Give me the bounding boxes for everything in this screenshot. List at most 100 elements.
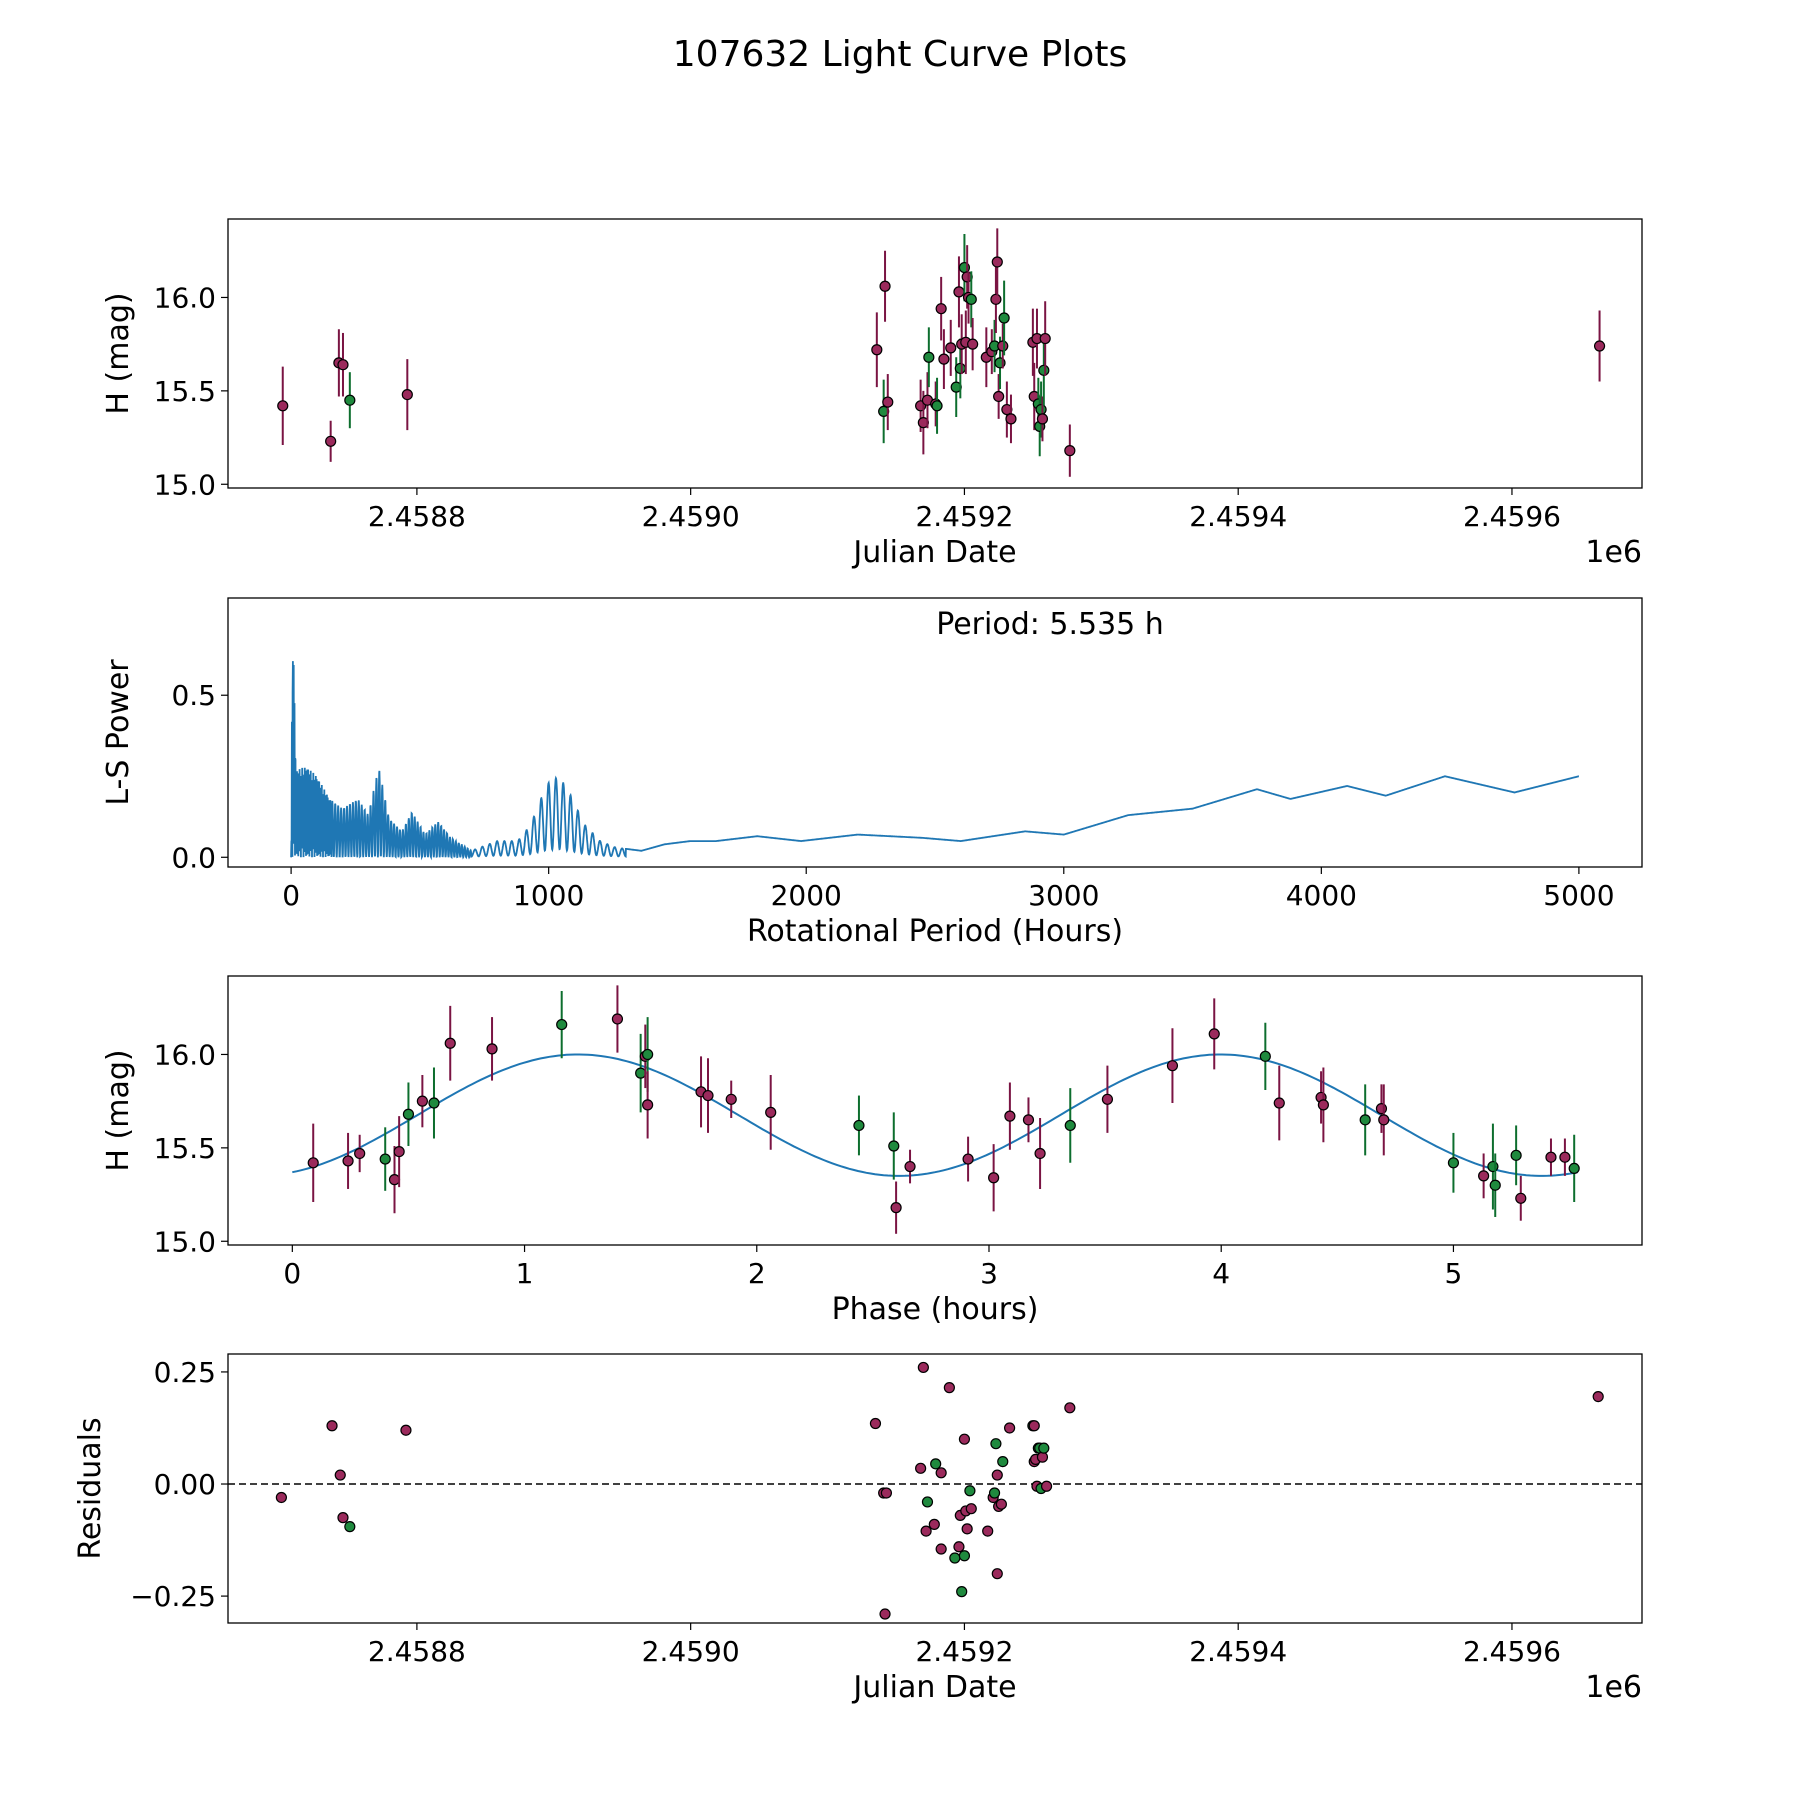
data-point [965, 293, 977, 305]
data-point [307, 1157, 319, 1169]
x-tick-label: 1000 [513, 879, 584, 912]
x-offset-text: 1e6 [1585, 535, 1642, 570]
data-point [556, 1018, 568, 1031]
data-point [1478, 1170, 1490, 1182]
data-point [275, 1491, 287, 1504]
data-point [982, 1525, 994, 1537]
data-point [915, 1462, 927, 1474]
data-point [642, 1099, 654, 1111]
x-offset-text: 1e6 [1585, 1670, 1642, 1705]
residuals-frame [227, 1353, 1643, 1624]
data-point [923, 351, 935, 363]
data-point [1489, 1179, 1501, 1191]
data-point [1487, 1160, 1499, 1173]
data-point [388, 1174, 401, 1186]
x-tick-label: 4000 [1286, 879, 1357, 912]
data-point [958, 1550, 971, 1562]
phase-folded-frame [227, 975, 1643, 1246]
data-point [991, 256, 1003, 268]
y-tick-label: 0.00 [154, 1468, 216, 1501]
periodogram-data [290, 661, 1580, 861]
data-point [1510, 1149, 1522, 1161]
x-tick-label: 2.4592 [915, 500, 1013, 533]
data-point [1101, 1093, 1114, 1105]
data-point [1259, 1050, 1271, 1062]
data-point [1568, 1162, 1580, 1175]
y-tick-label: 15.0 [154, 468, 216, 501]
x-axis-label: Phase (hours) [832, 1292, 1039, 1327]
data-point [888, 1140, 900, 1152]
data-point [1273, 1097, 1285, 1109]
data-point [1447, 1157, 1460, 1169]
data-point [1005, 413, 1017, 425]
data-point [930, 1458, 942, 1470]
data-point [967, 338, 979, 350]
y-axis-label: H (mag) [101, 292, 136, 414]
y-tick-label: 15.5 [154, 375, 216, 408]
data-point [998, 312, 1010, 324]
data-point [379, 1153, 391, 1165]
x-tick-label: 2.4594 [1189, 1635, 1287, 1668]
data-point [1064, 1402, 1076, 1414]
light-curve-frame [227, 218, 1643, 489]
data-point [879, 1608, 891, 1620]
y-tick-label: 15.0 [154, 1225, 216, 1258]
x-tick-label: 0 [282, 879, 300, 912]
data-point [965, 1503, 977, 1515]
data-point [958, 1433, 971, 1445]
y-axis-label: Residuals [73, 1417, 108, 1559]
data-point [1593, 340, 1606, 352]
y-axis-label: H (mag) [101, 1049, 136, 1171]
data-point [988, 1172, 1000, 1184]
data-point [993, 390, 1005, 403]
x-tick-label: 2.4588 [368, 500, 466, 533]
y-tick-label: 0.5 [171, 679, 216, 712]
data-point [988, 1487, 1001, 1499]
x-tick-label: 2.4592 [915, 1635, 1013, 1668]
data-point [917, 1361, 929, 1374]
data-point [938, 353, 950, 365]
data-point [991, 1469, 1003, 1481]
data-point [1036, 413, 1049, 425]
y-tick-label: −0.25 [130, 1580, 216, 1613]
x-tick-label: 2.4596 [1463, 500, 1561, 533]
x-tick-label: 5000 [1543, 879, 1614, 912]
light-curve-panel: 2.4588 2.4590 2.4592 2.4594 2.4596 15.0 15.5 16… [101, 218, 1643, 570]
data-point [997, 1455, 1009, 1468]
data-point [945, 342, 957, 354]
data-point [428, 1097, 440, 1109]
x-tick-label: 2.4594 [1189, 500, 1287, 533]
phase-folded-panel: 0 1 2 3 4 5 15.0 15.5 16.0 Phase (hours) H (mag) [101, 975, 1643, 1327]
data-point [943, 1382, 955, 1394]
data-point [871, 344, 883, 356]
data-point [964, 1485, 976, 1497]
data-point [402, 1108, 415, 1120]
data-point [935, 1467, 947, 1479]
data-point [444, 1037, 456, 1049]
data-point [725, 1093, 737, 1105]
data-point [882, 396, 894, 408]
data-point [337, 359, 349, 371]
x-axis-label: Julian Date [851, 535, 1016, 570]
data-point [953, 286, 965, 298]
y-tick-label: 16.0 [154, 1038, 216, 1071]
data-point [890, 1202, 902, 1214]
x-axis-label: Rotational Period (Hours) [747, 914, 1123, 949]
data-point [401, 388, 413, 401]
data-point [853, 1119, 865, 1132]
light-curve-data [277, 228, 1606, 477]
data-point [635, 1067, 647, 1079]
x-tick-label: 2.4588 [368, 1635, 466, 1668]
data-point [1359, 1114, 1371, 1126]
data-point [990, 293, 1002, 305]
period-annotation: Period: 5.535 h [936, 607, 1164, 642]
periodogram-frame [227, 597, 1643, 868]
data-point [1022, 1114, 1035, 1126]
data-point [326, 1420, 338, 1432]
data-point [1040, 1480, 1053, 1492]
x-tick-label: 2 [748, 1257, 766, 1290]
y-tick-label: 0.25 [154, 1356, 216, 1389]
data-point [1028, 1420, 1040, 1432]
